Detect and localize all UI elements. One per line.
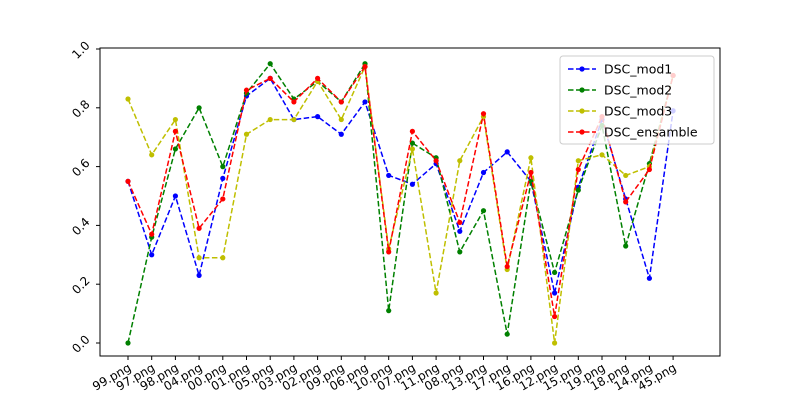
data-point [433, 290, 439, 296]
data-point [243, 87, 250, 93]
data-point [457, 228, 463, 234]
data-point [386, 249, 392, 255]
data-point [291, 99, 297, 105]
data-point [480, 208, 487, 214]
data-point [552, 269, 558, 276]
axes-frame [99, 47, 721, 357]
data-point [528, 155, 534, 161]
data-point [504, 149, 510, 155]
data-point [172, 128, 178, 134]
data-point [480, 169, 487, 176]
legend-item: DSC_ensamble [568, 125, 698, 140]
legend-label: DSC_ensamble [604, 125, 698, 140]
data-point [125, 178, 131, 184]
data-point [196, 255, 202, 261]
data-point [125, 96, 131, 102]
data-point [623, 172, 629, 179]
data-point [409, 181, 415, 187]
data-point [149, 152, 155, 158]
y-tick-label: 0.0 [69, 332, 92, 355]
legend-box [559, 55, 715, 145]
y-tick-label: 0.4 [69, 215, 92, 238]
data-point [315, 114, 321, 120]
data-point [220, 175, 226, 181]
y-tick-label: 0.6 [69, 156, 92, 179]
y-tick-label: 0.2 [69, 274, 92, 297]
plot-frame [99, 47, 721, 357]
data-point [243, 131, 250, 137]
legend-swatch-marker [579, 129, 585, 135]
data-point [433, 158, 439, 164]
data-point [267, 116, 273, 123]
data-point [409, 146, 415, 152]
data-point [172, 146, 178, 152]
data-point [480, 111, 487, 117]
legend-swatch-marker [579, 108, 585, 114]
data-point [196, 225, 202, 231]
data-point [149, 252, 155, 258]
data-point [125, 340, 131, 346]
data-point [291, 116, 297, 123]
legend-item: DSC_mod2 [568, 83, 672, 98]
data-point [362, 99, 368, 105]
legend-swatch-marker [579, 66, 585, 72]
data-point [362, 64, 368, 70]
data-point [338, 116, 344, 123]
y-axis: 0.0 0.2 0.4 0.6 0.8 1.0 [69, 38, 100, 356]
data-point [267, 75, 273, 81]
y-tick-label: 0.8 [69, 97, 92, 120]
data-point [267, 61, 273, 67]
data-point [457, 158, 463, 164]
data-point [457, 249, 463, 255]
series-line [127, 77, 674, 294]
data-point [315, 75, 321, 81]
data-point [646, 275, 653, 281]
data-point [457, 219, 463, 226]
x-axis: 99.png97.png98.png04.png00.png01.png05.p… [90, 356, 679, 394]
data-point [575, 166, 581, 173]
data-point [220, 164, 226, 170]
data-point [220, 255, 226, 261]
data-point [338, 131, 344, 137]
legend-label: DSC_mod3 [604, 104, 672, 119]
data-point [386, 172, 392, 179]
legend-label: DSC_mod1 [604, 62, 672, 77]
data-point [646, 166, 653, 173]
data-point [504, 263, 510, 270]
data-point [220, 196, 226, 202]
data-point [504, 331, 510, 337]
series-line [127, 63, 674, 344]
data-point [528, 169, 534, 176]
data-point [552, 340, 558, 346]
legend-item: DSC_mod1 [568, 62, 672, 77]
y-tick-label: 1.0 [69, 38, 92, 61]
data-point [338, 99, 344, 105]
data-point [552, 313, 558, 320]
series-line [127, 61, 674, 344]
legend-item: DSC_mod3 [568, 104, 672, 119]
data-point [196, 272, 202, 278]
data-point [172, 116, 178, 123]
data-point [623, 199, 629, 205]
data-point [409, 128, 415, 134]
legend: DSC_mod1 DSC_mod2 DSC_mod3 DSC_ensamble [559, 55, 715, 145]
data-point [196, 105, 202, 111]
data-point [552, 290, 558, 296]
legend-swatch-marker [579, 87, 585, 93]
data-point [386, 308, 392, 314]
data-point [149, 231, 155, 237]
data-point [575, 158, 581, 164]
data-point [172, 193, 178, 199]
legend-label: DSC_mod2 [604, 83, 672, 98]
data-point [623, 243, 629, 249]
data-point [599, 152, 605, 158]
data-point [575, 187, 581, 193]
